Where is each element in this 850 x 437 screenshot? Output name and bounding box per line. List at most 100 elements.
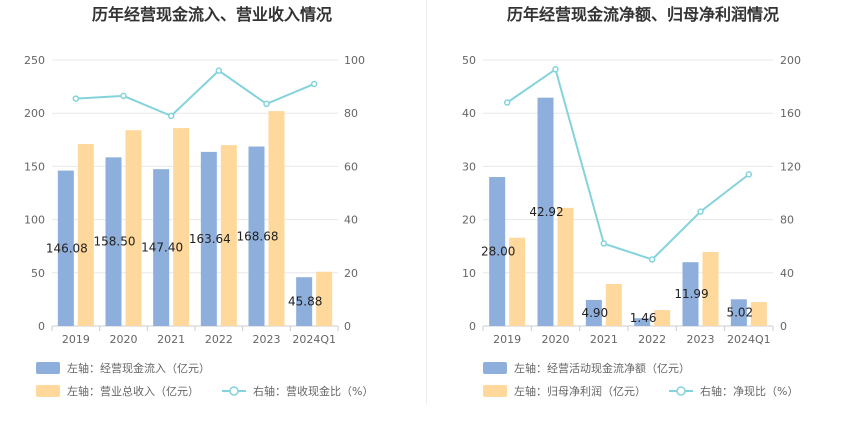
ratio-point [72,95,80,102]
legend-label: 右轴：净现比（%） [700,384,798,398]
right-axis-tick: 160 [780,107,801,120]
chart-title-1: 历年经营现金流入、营业收入情况 [92,5,332,24]
ratio-point [167,112,175,120]
right-axis-tick: 100 [344,54,365,67]
bar-primary [296,277,313,326]
x-axis-label: 2023 [687,333,715,346]
left-axis-tick: 250 [24,54,45,67]
bar-secondary [702,252,719,326]
x-axis-label: 2022 [205,333,233,346]
bar-primary [585,299,602,326]
x-axis-label: 2024Q1 [727,333,771,346]
x-axis-label: 2022 [638,333,666,346]
bar-secondary [173,128,190,326]
bar-data-label: 4.90 [581,306,608,320]
x-axis-label: 2023 [253,333,281,346]
legend-swatch [36,362,60,374]
left-axis-tick: 0 [38,320,45,333]
legend-label: 右轴：营收现金比（%） [253,384,373,398]
bar-primary [200,151,217,326]
bar-data-label: 45.88 [288,295,322,309]
bar-primary [248,146,265,326]
bar-data-label: 146.08 [46,241,88,255]
legend-label: 左轴：营业总收入（亿元） [67,384,199,398]
bar-secondary [268,111,285,327]
ratio-point [215,67,223,74]
x-axis-label: 2021 [157,333,185,346]
ratio-point [648,256,656,263]
x-axis-label: 2020 [542,333,570,346]
ratio-point [263,100,270,108]
x-axis-label: 2020 [110,333,138,346]
legend-swatch [483,385,507,397]
right-axis-tick: 80 [780,214,794,227]
ratio-point [310,80,318,88]
bar-data-label: 163.64 [189,232,231,246]
left-axis-tick: 200 [24,107,45,120]
ratio-point [120,92,127,100]
left-axis-tick: 30 [462,160,476,173]
right-axis-tick: 0 [780,320,787,333]
x-axis-label: 2024Q1 [292,333,336,346]
bar-secondary [557,207,574,326]
ratio-point [503,99,511,106]
bar-primary [153,169,170,326]
bar-primary [105,157,122,326]
x-axis-label: 2021 [590,333,618,346]
ratio-line [506,67,750,261]
right-axis-tick: 120 [780,160,801,173]
left-axis-tick: 40 [462,107,476,120]
bar-secondary [750,302,767,326]
ratio-point [600,240,608,247]
bar-data-label: 28.00 [481,245,515,259]
legend-swatch [483,362,507,374]
right-axis-tick: 200 [780,54,801,67]
left-axis-tick: 0 [469,320,476,333]
right-axis-tick: 40 [780,267,794,280]
bar-primary [634,318,651,326]
ratio-line [75,69,315,118]
left-axis-tick: 150 [24,160,45,173]
bar-primary [57,170,74,326]
legend-label: 左轴：经营活动现金流净额（亿元） [514,361,690,375]
bar-secondary [125,130,142,326]
right-axis-tick: 80 [344,107,358,120]
bar-data-label: 42.92 [529,205,563,219]
left-axis-tick: 20 [462,214,476,227]
right-axis-tick: 60 [344,160,358,173]
bar-data-label: 1.46 [630,311,657,325]
right-axis-tick: 40 [344,214,358,227]
bar-data-label: 168.68 [237,229,279,243]
left-axis-tick: 10 [462,267,476,280]
bar-secondary [654,310,671,326]
bar-data-label: 147.40 [141,241,183,255]
ratio-point [552,66,559,73]
bar-secondary [77,144,94,326]
bar-primary [489,177,506,326]
left-axis-tick: 50 [462,54,476,67]
bar-data-label: 11.99 [674,287,708,301]
bar-secondary [220,145,237,326]
x-axis-label: 2019 [493,333,521,346]
legend-swatch [36,385,60,397]
bar-secondary [605,283,622,326]
bar-data-label: 5.02 [726,306,753,320]
x-axis-label: 2019 [62,333,90,346]
panel-divider [426,0,427,405]
left-axis-tick: 50 [31,267,45,280]
right-axis-tick: 20 [344,267,358,280]
chart-title-2: 历年经营现金流净额、归母净利润情况 [507,5,779,24]
left-axis-tick: 100 [24,214,45,227]
bar-secondary [509,237,526,326]
ratio-point [697,208,704,215]
bar-primary [537,97,554,326]
ratio-point [745,171,753,178]
bar-secondary [316,271,333,326]
bar-data-label: 158.50 [94,235,136,249]
legend-line-marker [676,386,686,396]
legend-label: 左轴：归母净利润（亿元） [514,384,646,398]
bar-primary [730,299,747,326]
legend-line-marker [229,386,239,396]
legend-label: 左轴：经营现金流入（亿元） [67,361,210,375]
